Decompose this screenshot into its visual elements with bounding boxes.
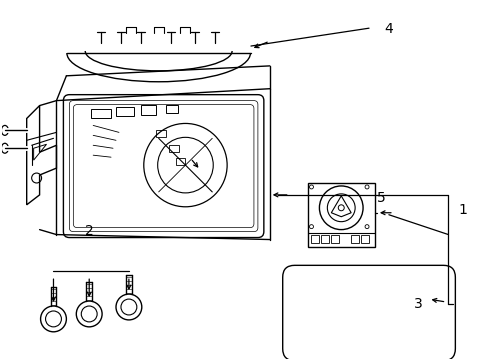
Circle shape xyxy=(338,205,344,211)
Bar xyxy=(155,130,165,137)
Bar xyxy=(91,109,111,118)
Bar xyxy=(141,105,155,114)
Bar xyxy=(307,183,374,247)
Text: 5: 5 xyxy=(376,191,385,205)
Bar xyxy=(168,145,178,152)
Text: 1: 1 xyxy=(457,203,466,217)
Bar xyxy=(360,235,368,243)
Bar xyxy=(331,235,339,243)
Bar xyxy=(311,235,319,243)
Text: 2: 2 xyxy=(84,224,93,238)
Text: 3: 3 xyxy=(413,297,422,311)
Bar xyxy=(350,235,358,243)
Bar xyxy=(165,105,177,113)
Bar xyxy=(175,158,185,165)
Text: 4: 4 xyxy=(383,22,392,36)
Bar xyxy=(321,235,328,243)
Bar xyxy=(116,107,134,117)
